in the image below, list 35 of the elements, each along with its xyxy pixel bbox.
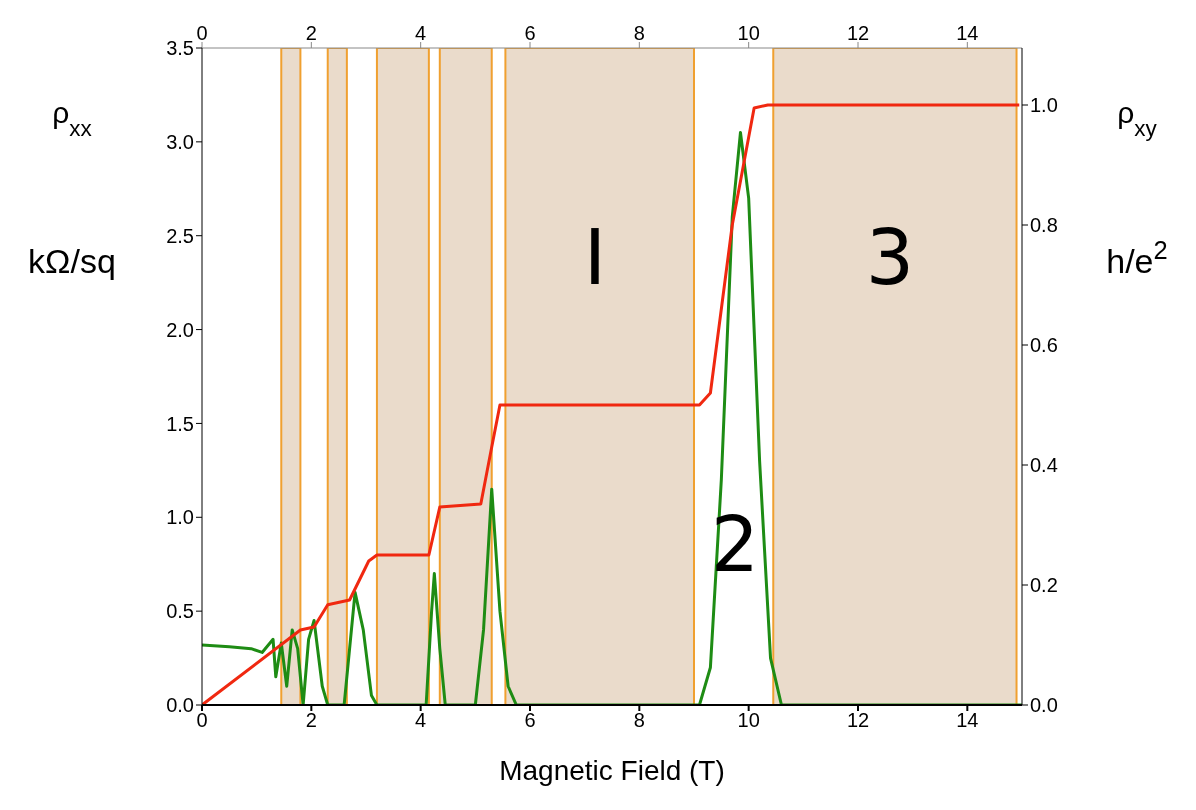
x2-tick-label: 14 [956, 709, 979, 732]
y-tick-label: 2.5 [166, 224, 194, 247]
x-tick-label: 2 [305, 22, 317, 44]
x-tick-label: 8 [633, 22, 645, 44]
text: ρ$_{xx}$ kΩ/sq [28, 96, 116, 280]
y2-tick-label: 0.4 [1030, 454, 1058, 477]
y-tick-label: 3.0 [166, 130, 194, 153]
y-tick-label: 0.0 [166, 694, 194, 717]
annotation: I [583, 213, 607, 302]
x-axis-title: Magnetic Field (T) [499, 754, 725, 786]
x-tick-label: 10 [737, 22, 760, 44]
x-tick-label: 6 [524, 22, 536, 44]
x-tick-label: 12 [846, 22, 870, 44]
annotation: 3 [865, 213, 915, 302]
x2-tick-label: 4 [415, 709, 427, 732]
y-tick-label: 1.5 [166, 412, 194, 435]
x2-tick-label: 6 [524, 709, 536, 732]
y2-tick-label: 0.0 [1030, 694, 1058, 717]
x2-tick-label: 2 [305, 709, 317, 732]
x2-tick-label: 10 [737, 709, 760, 732]
y2-tick-label: 0.8 [1030, 214, 1058, 237]
text: ρ$_{xy}$ h/e$^{2}$ [1106, 96, 1168, 280]
x-tick-label: 0 [196, 22, 208, 44]
y2-tick-label: 1.0 [1030, 94, 1058, 117]
x2-tick-label: 12 [846, 709, 870, 732]
x2-tick-label: 8 [633, 709, 645, 732]
x-tick-label: 4 [415, 22, 427, 44]
y2-tick-label: 0.6 [1030, 334, 1058, 357]
x-tick-label: 14 [956, 22, 979, 44]
y-tick-label: 3.5 [166, 37, 194, 60]
y-tick-label: 1.0 [166, 506, 194, 529]
y-tick-label: 0.5 [166, 600, 194, 623]
x2-tick-label: 0 [196, 709, 208, 732]
y2-tick-label: 0.2 [1030, 574, 1058, 597]
y-tick-label: 2.0 [166, 318, 194, 341]
